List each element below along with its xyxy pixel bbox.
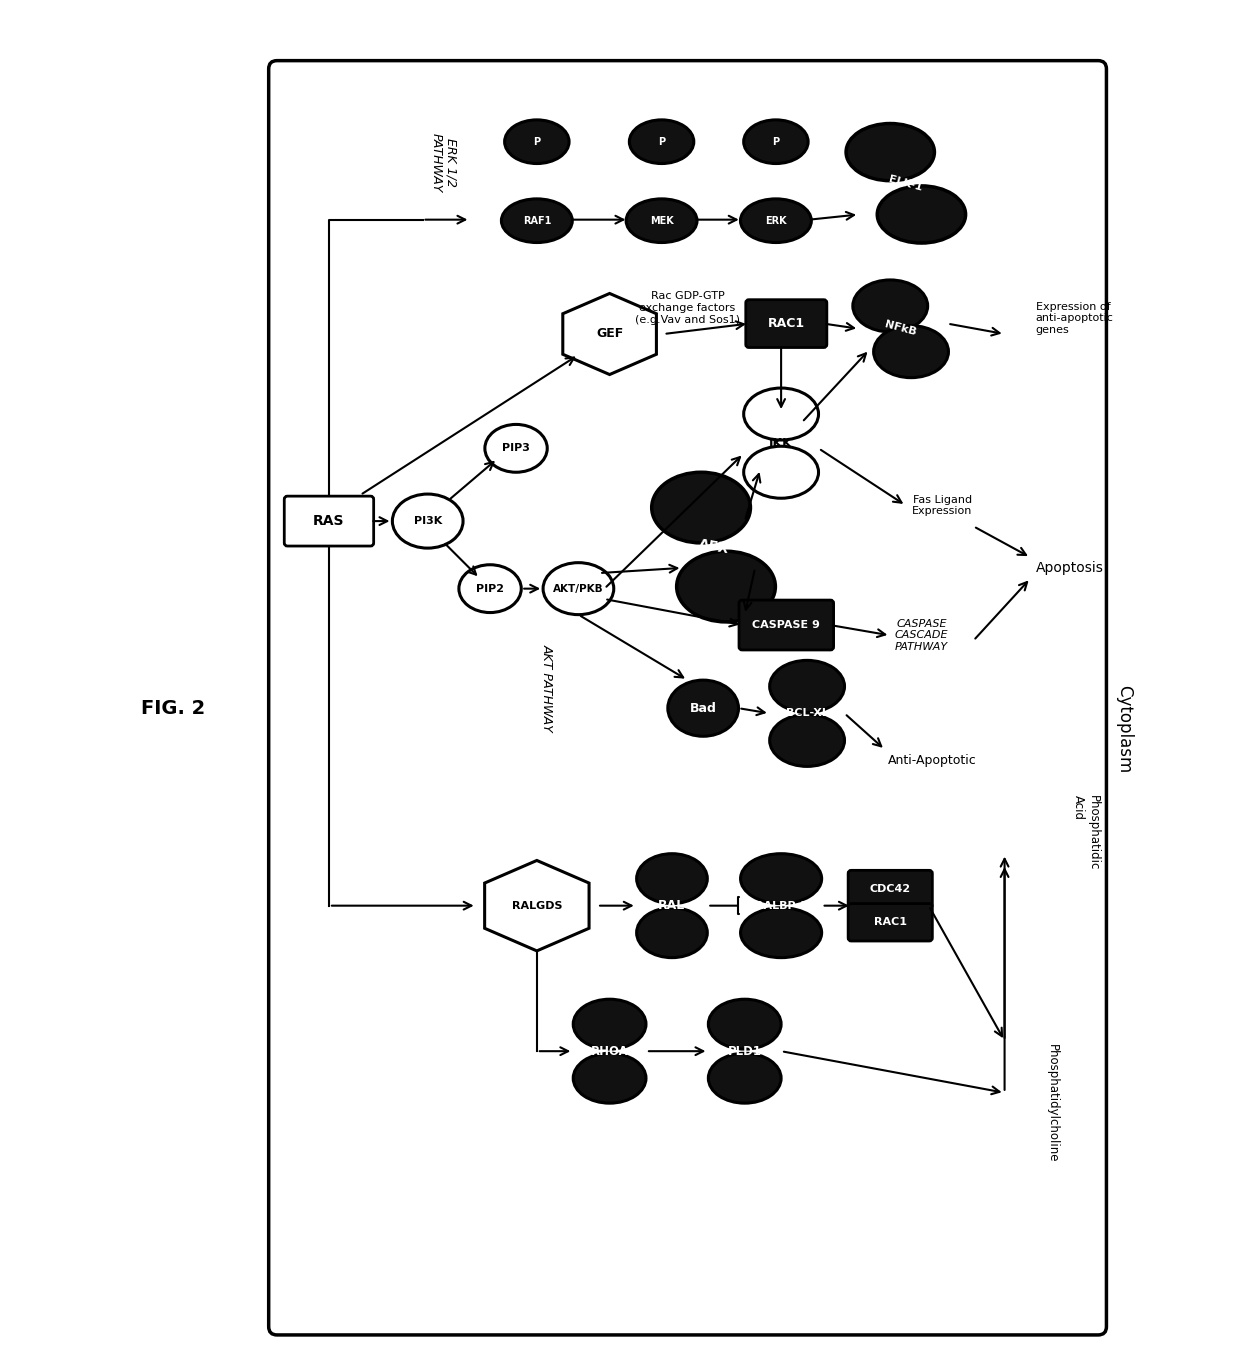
Ellipse shape [459,565,521,612]
FancyBboxPatch shape [269,61,1106,1335]
Ellipse shape [708,999,781,1049]
Ellipse shape [501,199,573,242]
Ellipse shape [744,121,808,164]
Ellipse shape [505,121,569,164]
Ellipse shape [626,199,697,242]
Ellipse shape [543,563,614,615]
Text: CASPASE
CASCADE
PATHWAY: CASPASE CASCADE PATHWAY [895,619,949,653]
Ellipse shape [853,280,928,332]
Ellipse shape [877,185,966,244]
Text: RAF1: RAF1 [523,215,551,226]
Ellipse shape [677,551,775,621]
Ellipse shape [744,447,818,498]
Ellipse shape [740,854,822,903]
Text: RALBP-1: RALBP-1 [755,900,807,911]
Text: AKT PATHWAY: AKT PATHWAY [541,643,554,731]
Polygon shape [563,294,656,375]
Text: Bad: Bad [689,701,717,715]
FancyBboxPatch shape [739,600,833,650]
Text: Expression of
anti-apoptotic
genes: Expression of anti-apoptotic genes [1035,302,1114,334]
FancyBboxPatch shape [848,871,932,907]
Text: RALGDS: RALGDS [512,900,562,911]
Ellipse shape [573,1053,646,1104]
Ellipse shape [573,999,646,1049]
Ellipse shape [652,473,750,543]
Text: GEF: GEF [596,328,624,340]
Text: ELK-1: ELK-1 [888,175,924,192]
Ellipse shape [636,907,707,957]
Text: RAC1: RAC1 [768,317,805,330]
Text: BCL-XL: BCL-XL [786,708,828,719]
Ellipse shape [392,494,463,548]
Text: Apoptosis: Apoptosis [1035,561,1104,575]
Text: Anti-Apoptotic: Anti-Apoptotic [888,754,976,766]
Ellipse shape [636,854,707,903]
Text: ERK: ERK [765,215,786,226]
Text: ERK 1/2
PATHWAY: ERK 1/2 PATHWAY [429,133,458,192]
Text: RAS: RAS [314,515,345,528]
Ellipse shape [770,661,844,712]
Text: MEK: MEK [650,215,673,226]
Ellipse shape [740,199,811,242]
Text: IKK: IKK [769,436,794,450]
Text: AFX: AFX [697,538,730,556]
Text: NFkB: NFkB [884,320,918,338]
Text: PIP2: PIP2 [476,584,505,593]
Ellipse shape [846,123,935,180]
Text: AKT/PKB: AKT/PKB [553,584,604,593]
Ellipse shape [770,715,844,766]
Ellipse shape [874,326,949,378]
Text: FIG. 2: FIG. 2 [141,699,205,718]
Text: PLD1: PLD1 [728,1045,761,1057]
FancyBboxPatch shape [745,299,827,348]
Text: Rac GDP-GTP
exchange factors
(e.g.Vav and Sos1): Rac GDP-GTP exchange factors (e.g.Vav an… [635,291,740,325]
Text: P: P [773,137,780,146]
Text: P: P [533,137,541,146]
Polygon shape [485,860,589,951]
Ellipse shape [630,121,694,164]
Ellipse shape [744,389,818,440]
Text: RAC1: RAC1 [874,917,906,927]
FancyBboxPatch shape [848,903,932,941]
Text: RHOA: RHOA [590,1045,629,1057]
Ellipse shape [708,1053,781,1104]
Text: CDC42: CDC42 [869,884,911,894]
Ellipse shape [485,424,547,473]
Ellipse shape [740,907,822,957]
Text: PI3K: PI3K [414,516,441,527]
FancyBboxPatch shape [284,496,373,546]
Ellipse shape [668,680,739,737]
Text: RAL: RAL [658,899,686,913]
Text: P: P [658,137,665,146]
Text: PIP3: PIP3 [502,443,529,454]
Text: Phosphatidic
Acid: Phosphatidic Acid [1073,795,1100,871]
Text: Cytoplasm: Cytoplasm [1115,685,1133,773]
Text: CASPASE 9: CASPASE 9 [753,620,820,630]
Text: Phosphatidylcholine: Phosphatidylcholine [1047,1044,1059,1162]
Text: Fas Ligand
Expression: Fas Ligand Expression [913,494,972,516]
